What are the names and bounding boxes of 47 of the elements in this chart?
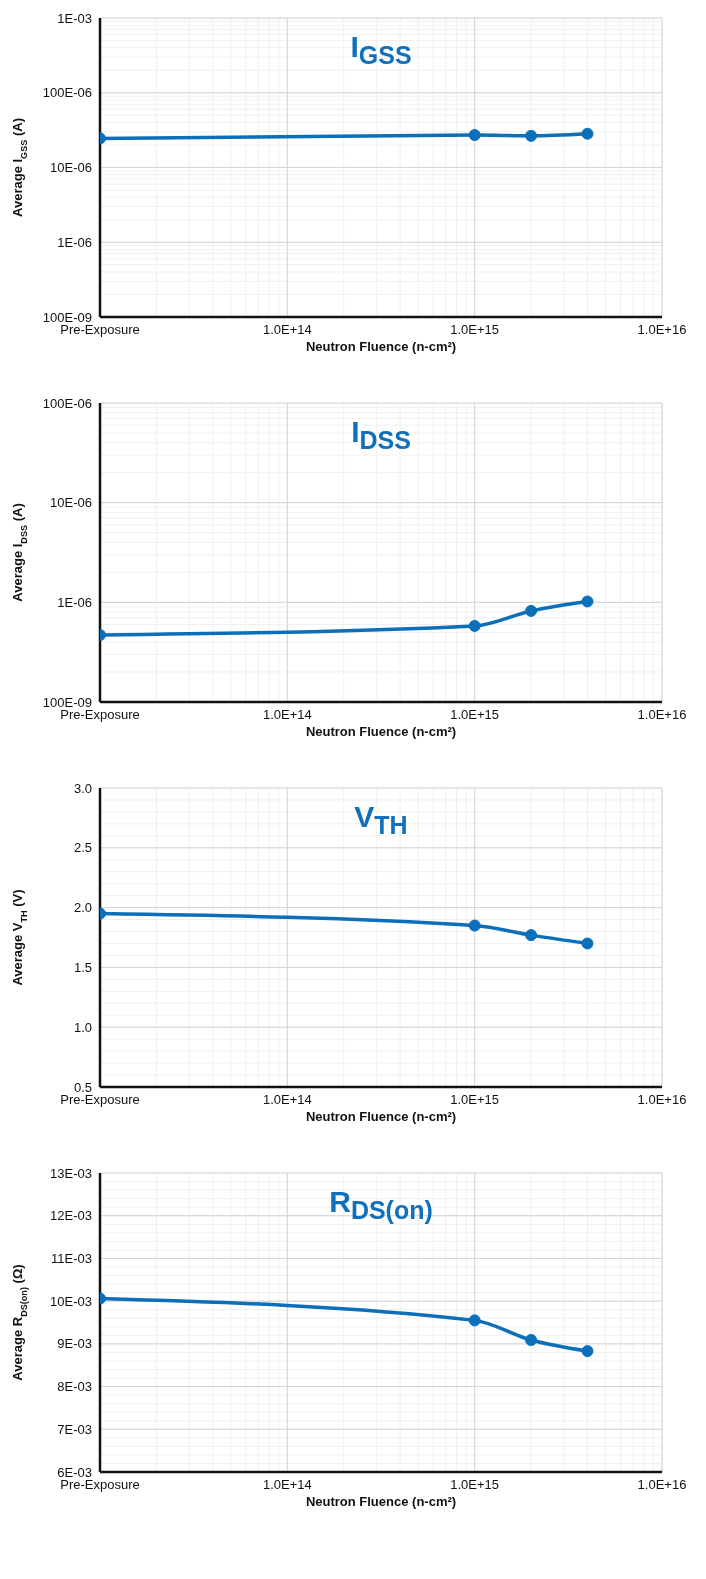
x-tick-label: Pre-Exposure xyxy=(60,322,140,338)
x-axis-title: Neutron Fluence (n-cm²) xyxy=(305,724,457,739)
y-tick-label: 8E-03 xyxy=(57,1379,92,1395)
x-axis-title: Neutron Fluence (n-cm²) xyxy=(305,1494,457,1509)
x-tick-label: Pre-Exposure xyxy=(60,707,140,723)
x-tick-label: 1.0E+14 xyxy=(262,322,312,338)
y-tick-label: 1.0 xyxy=(73,1019,92,1035)
x-tick-label: 1.0E+15 xyxy=(450,322,500,338)
y-tick-label: 12E-03 xyxy=(50,1208,92,1224)
y-tick-label: 11E-03 xyxy=(51,1251,92,1267)
y-tick-label: 2.5 xyxy=(73,840,92,856)
x-axis-title: Neutron Fluence (n-cm²) xyxy=(305,1109,457,1124)
x-tick-label: Pre-Exposure xyxy=(60,1477,140,1493)
x-tick-label: 1.0E+15 xyxy=(450,707,500,723)
x-tick-label: 1.0E+16 xyxy=(637,1092,687,1108)
y-tick-label: 1E-03 xyxy=(57,10,92,26)
y-tick-label: 100E-09 xyxy=(42,309,92,325)
y-tick-label: 1E-06 xyxy=(57,234,92,250)
y-tick-label: 7E-03 xyxy=(57,1421,92,1437)
y-tick-label: 9E-03 xyxy=(57,1336,92,1352)
x-tick-label: 1.0E+14 xyxy=(262,1092,312,1108)
x-tick-label: 1.0E+14 xyxy=(262,707,312,723)
text: I$_{GSS}$ xyxy=(349,30,413,70)
y-tick-label: 1E-06 xyxy=(57,594,92,610)
y-tick-label: 10E-06 xyxy=(50,160,92,176)
text: I$_{DSS}$ xyxy=(350,415,412,455)
y-tick-label: 2.0 xyxy=(73,900,92,916)
y-tick-label: 100E-09 xyxy=(42,694,92,710)
x-tick-label: 1.0E+15 xyxy=(450,1092,500,1108)
y-tick-label: 13E-03 xyxy=(50,1165,92,1181)
y-tick-label: 10E-03 xyxy=(50,1293,92,1309)
x-tick-label: 1.0E+14 xyxy=(262,1477,312,1493)
y-tick-label: 100E-06 xyxy=(42,395,92,411)
x-tick-label: 1.0E+16 xyxy=(637,322,687,338)
text: V$_{TH}$ xyxy=(353,800,409,840)
x-tick-label: 1.0E+16 xyxy=(637,1477,687,1493)
y-tick-label: 100E-06 xyxy=(42,85,92,101)
x-axis-title: Neutron Fluence (n-cm²) xyxy=(305,339,457,354)
y-tick-label: 1.5 xyxy=(73,960,92,976)
text: R$_{DS(on)}$ xyxy=(328,1185,434,1225)
y-tick-label: 10E-06 xyxy=(50,495,92,511)
y-tick-label: 0.5 xyxy=(73,1079,92,1095)
y-tick-label: 3.0 xyxy=(73,780,92,796)
x-tick-label: 1.0E+16 xyxy=(637,707,687,723)
x-tick-label: 1.0E+15 xyxy=(450,1477,500,1493)
y-tick-label: 6E-03 xyxy=(57,1464,92,1480)
x-tick-label: Pre-Exposure xyxy=(60,1092,140,1108)
